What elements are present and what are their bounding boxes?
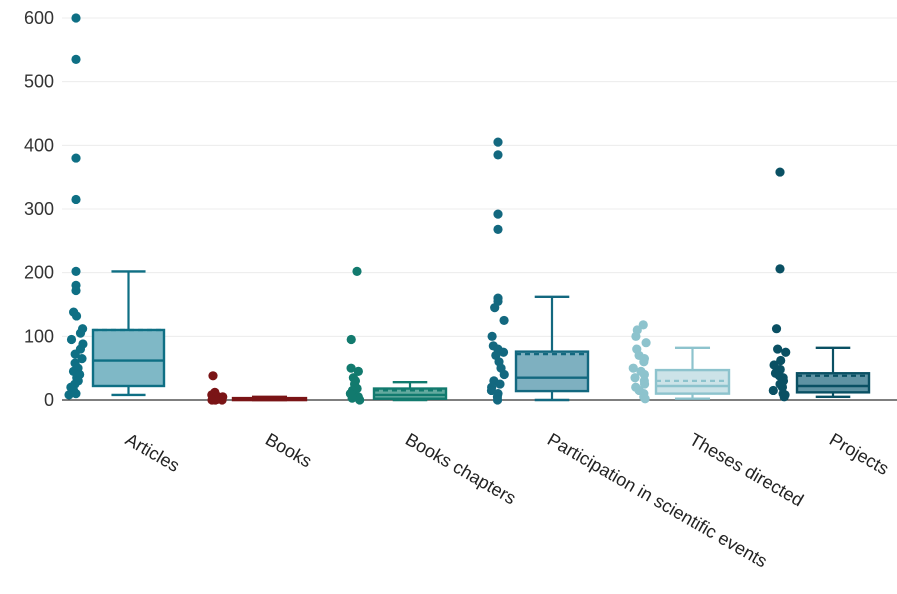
data-point-participation-in-scientific-events — [499, 369, 509, 380]
data-point-theses-directed — [639, 357, 649, 367]
data-point-articles — [66, 334, 77, 345]
data-point-articles — [71, 266, 81, 276]
data-point-theses-directed — [631, 331, 641, 341]
data-point-participation-in-scientific-events — [493, 150, 503, 160]
data-point-projects — [779, 392, 789, 402]
y-tick-label: 300 — [24, 199, 54, 219]
data-point-articles — [75, 328, 86, 338]
data-point-books — [208, 371, 218, 381]
data-point-articles — [71, 153, 81, 163]
data-point-projects — [775, 264, 785, 274]
data-point-articles — [64, 390, 74, 400]
data-point-theses-directed — [639, 379, 650, 389]
data-point-participation-in-scientific-events — [492, 395, 503, 405]
data-point-projects — [768, 385, 778, 396]
data-point-books-chapters — [346, 363, 356, 373]
data-point-books — [217, 395, 227, 405]
data-point-articles — [71, 13, 81, 23]
data-point-books-chapters — [355, 395, 365, 405]
data-point-articles — [71, 389, 81, 399]
y-tick-label: 500 — [24, 72, 54, 92]
box-articles — [91, 328, 166, 388]
y-tick-label: 400 — [24, 135, 54, 155]
data-point-theses-directed — [628, 363, 638, 373]
y-tick-label: 100 — [24, 326, 54, 346]
box-projects — [795, 372, 871, 394]
box-books-chapters — [372, 387, 448, 400]
data-point-participation-in-scientific-events — [493, 209, 503, 219]
data-point-articles — [71, 54, 81, 64]
data-point-theses-directed — [641, 338, 651, 348]
data-point-projects — [773, 344, 783, 354]
y-tick-label: 200 — [24, 263, 54, 283]
data-point-participation-in-scientific-events — [499, 315, 509, 326]
data-point-books-chapters — [346, 334, 356, 345]
data-point-books — [207, 395, 217, 405]
data-point-projects — [771, 324, 782, 334]
data-point-articles — [71, 311, 82, 321]
data-point-participation-in-scientific-events — [498, 347, 509, 357]
y-tick-label: 0 — [44, 390, 54, 410]
data-point-books-chapters — [353, 366, 363, 376]
data-point-books-chapters — [352, 266, 362, 276]
x-tick-label-books: Books — [262, 429, 315, 471]
x-tick-label-books-chapters: Books chapters — [402, 429, 519, 508]
data-point-theses-directed — [639, 369, 650, 380]
data-point-articles — [71, 285, 81, 296]
y-tick-label: 600 — [24, 8, 54, 28]
data-point-participation-in-scientific-events — [493, 137, 503, 147]
data-point-participation-in-scientific-events — [495, 379, 505, 389]
data-point-articles — [70, 349, 80, 359]
data-point-theses-directed — [630, 373, 640, 383]
data-point-projects — [781, 347, 791, 357]
x-tick-label-projects: Projects — [826, 429, 892, 479]
data-point-participation-in-scientific-events — [490, 303, 500, 313]
data-point-books-chapters — [347, 393, 357, 403]
box-participation-in-scientific-events — [514, 350, 590, 393]
data-point-projects — [775, 167, 785, 177]
data-point-projects — [776, 355, 786, 366]
data-point-participation-in-scientific-events — [487, 331, 497, 341]
data-point-participation-in-scientific-events — [493, 224, 503, 234]
x-tick-label-participation-in-scientific-events: Participation in scientific events — [544, 429, 771, 571]
x-tick-label-theses-directed: Theses directed — [686, 429, 807, 510]
x-tick-label-articles: Articles — [122, 429, 183, 476]
data-point-articles — [77, 354, 87, 364]
data-point-theses-directed — [640, 394, 650, 404]
data-point-articles — [71, 194, 81, 205]
